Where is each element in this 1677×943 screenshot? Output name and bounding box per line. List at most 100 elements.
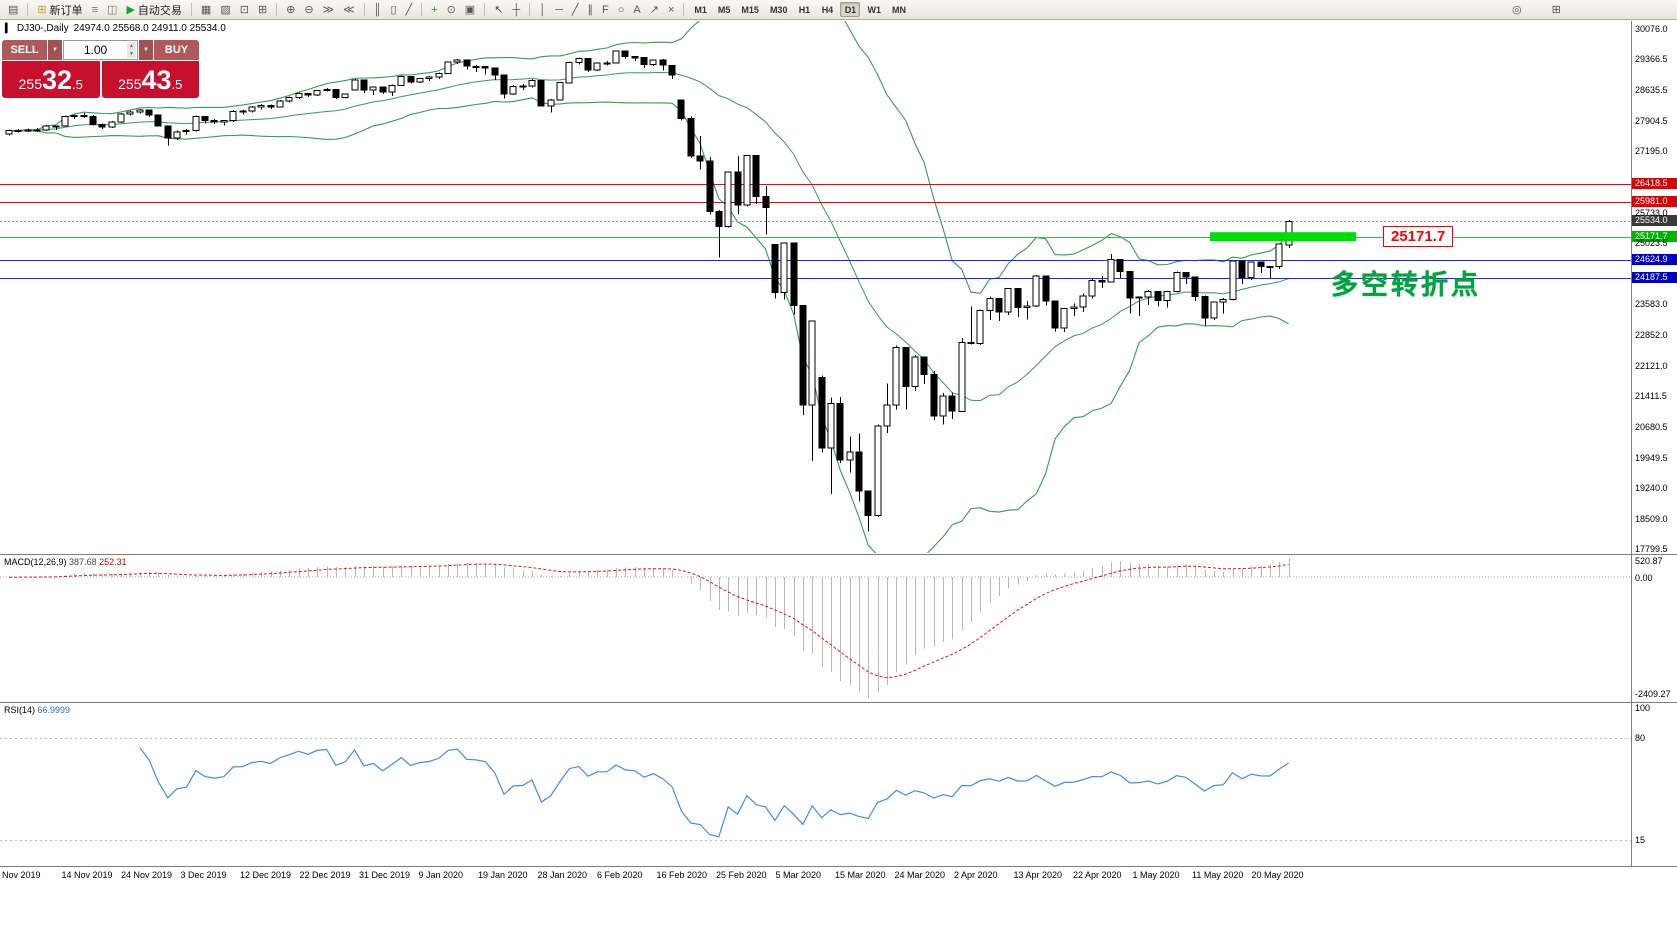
volume-field-wrap: ▲ ▼ — [63, 40, 138, 60]
vertical-line-icon[interactable]: │ — [535, 2, 550, 18]
auto-trading-label: 自动交易 — [137, 4, 182, 17]
arrow-tools-icon: ↗ — [649, 3, 659, 16]
timeframe-m5-button[interactable]: M5 — [717, 4, 731, 15]
periods-icon[interactable]: ⊙ — [443, 2, 460, 18]
toolbar: ▤ ⊞ 新订单 ≡ ◫ ▶ 自动交易 ▦ ▨ ⊡ ⊞ ⊕ ⊖ ≫ ≪ ║ ▯ ╱ + ⊙ ▣ ↖ ┼ │ ─ ╱ ∥ F ○ A ↗ × M1 M… — [0, 0, 1677, 20]
timeframe-m15-button[interactable]: M15 — [741, 4, 759, 15]
candlestick-icon: ▍ — [5, 23, 12, 33]
fibonacci-icon: F — [602, 3, 609, 16]
channel-icon[interactable]: ∥ — [584, 2, 598, 18]
arrow-tools-icon[interactable]: ↗ — [646, 2, 663, 18]
zoom-in-icon[interactable]: ⊕ — [282, 2, 299, 18]
buy-dropdown-icon[interactable]: ▼ — [139, 40, 153, 60]
new-order-button[interactable]: ⊞ 新订单 — [33, 2, 86, 18]
cascade-windows-icon[interactable]: ⊡ — [236, 2, 253, 18]
toolbar-separator — [683, 3, 685, 16]
macd-name: MACD(12,26,9) — [4, 557, 67, 567]
indicators-add-icon[interactable]: + — [427, 2, 441, 18]
price-axis-border — [1631, 21, 1632, 866]
delete-objects-icon[interactable]: × — [664, 2, 678, 18]
toolbar-separator — [276, 3, 278, 16]
chart-ohlc-values: 24974.0 25568.0 24911.0 25534.0 — [73, 23, 226, 34]
buy-price-tail: .5 — [171, 77, 183, 92]
timeframe-w1-button[interactable]: W1 — [867, 4, 881, 15]
trendline-icon[interactable]: ╱ — [568, 2, 583, 18]
zoom-in-icon: ⊕ — [286, 3, 296, 16]
spinner-up-icon[interactable]: ▲ — [127, 42, 136, 50]
cursor-icon[interactable]: ↖ — [490, 2, 507, 18]
cursor-icon: ↖ — [494, 3, 504, 16]
zoom-out-icon[interactable]: ⊖ — [300, 2, 317, 18]
profiles-icon[interactable]: ▨ — [216, 2, 234, 18]
market-watch-icon: ≡ — [91, 3, 99, 16]
sell-price-button[interactable]: 255 32.5 — [2, 61, 100, 98]
bar-chart-icon: ║ — [373, 3, 382, 16]
line-chart-icon: ╱ — [405, 3, 413, 16]
fibonacci-icon[interactable]: F — [598, 2, 613, 18]
macd-panel-separator[interactable] — [0, 554, 1677, 555]
new-window-icon[interactable]: ⊞ — [1548, 2, 1565, 18]
sell-dropdown-icon[interactable]: ▼ — [48, 40, 62, 60]
crosshair-icon: ┼ — [512, 3, 521, 16]
bar-chart-icon[interactable]: ║ — [370, 2, 386, 18]
tile-windows-icon: ⊞ — [257, 3, 268, 16]
rsi-indicator-label: RSI(14) 66.9999 — [4, 705, 70, 715]
templates-icon[interactable]: ▣ — [461, 2, 479, 18]
candlestick-chart-icon: ▯ — [390, 3, 397, 16]
data-window-icon: ◫ — [107, 3, 118, 16]
data-window-icon[interactable]: ◫ — [103, 2, 121, 18]
new-order-icon: ⊞ — [37, 3, 47, 16]
spinner-down-icon[interactable]: ▼ — [127, 50, 136, 58]
auto-trading-button[interactable]: ▶ 自动交易 — [122, 2, 185, 18]
toolbar-separator — [484, 3, 486, 16]
periods-icon: ⊙ — [446, 3, 456, 16]
volume-spinner: ▲ ▼ — [127, 42, 136, 58]
candlestick-chart-icon[interactable]: ▯ — [386, 2, 400, 18]
chart-symbol-period: DJ30-,Daily — [16, 23, 69, 34]
new-window-icon: ⊞ — [1551, 3, 1561, 16]
turning-point-annotation[interactable]: 多空转折点 — [1331, 270, 1481, 300]
chart-shift-icon: ≪ — [343, 3, 355, 16]
timeframe-h4-button[interactable]: H4 — [821, 4, 834, 15]
buy-price-head: 255 — [118, 76, 142, 92]
sell-price-head: 255 — [18, 76, 42, 92]
horizontal-line-icon: ─ — [555, 3, 563, 16]
line-chart-icon[interactable]: ╱ — [402, 2, 417, 18]
timeframe-m30-button[interactable]: M30 — [769, 4, 788, 15]
shapes-icon[interactable]: ○ — [614, 2, 629, 18]
timeframe-d1-button[interactable]: D1 — [840, 2, 861, 17]
horizontal-line-icon[interactable]: ─ — [551, 2, 567, 18]
text-icon[interactable]: A — [629, 2, 644, 18]
new-chart-icon: ▦ — [200, 3, 212, 16]
tile-windows-icon[interactable]: ⊞ — [254, 2, 271, 18]
rsi-name: RSI(14) — [4, 705, 36, 715]
toolbar-separator — [363, 3, 365, 16]
price-axis[interactable] — [1632, 21, 1677, 866]
macd-main-value: 387.68 — [69, 557, 97, 567]
buy-price-button[interactable]: 255 43.5 — [101, 61, 199, 98]
price-annotation-label[interactable]: 25171.7 — [1383, 226, 1454, 247]
market-watch-icon[interactable]: ≡ — [88, 2, 102, 18]
rsi-panel-separator[interactable] — [0, 702, 1677, 703]
chart-shift-icon[interactable]: ≪ — [339, 2, 359, 18]
volume-input[interactable] — [64, 41, 137, 59]
search-icon[interactable]: ◎ — [1508, 2, 1526, 18]
chart-title: ▍ DJ30-,Daily 24974.0 25568.0 24911.0 25… — [5, 23, 226, 34]
crosshair-icon[interactable]: ┼ — [508, 2, 524, 18]
shapes-icon: ○ — [617, 3, 625, 16]
toolbar-right-group: ◎ ⊞ — [1508, 0, 1565, 19]
sell-button[interactable]: SELL — [2, 40, 47, 60]
timeframe-m1-button[interactable]: M1 — [694, 4, 707, 15]
macd-signal-value: 252.31 — [99, 557, 127, 567]
timeframe-h1-button[interactable]: H1 — [798, 4, 811, 15]
time-axis[interactable] — [0, 867, 1631, 886]
toolbar-separator — [27, 3, 29, 16]
new-chart-icon[interactable]: ▦ — [197, 2, 215, 18]
buy-price-big: 43 — [141, 65, 172, 95]
auto-scroll-icon[interactable]: ≫ — [319, 2, 339, 18]
buy-button[interactable]: BUY — [154, 40, 199, 60]
chart-window-icon[interactable]: ▤ — [4, 2, 22, 18]
timeframe-mn-button[interactable]: MN — [891, 4, 906, 15]
